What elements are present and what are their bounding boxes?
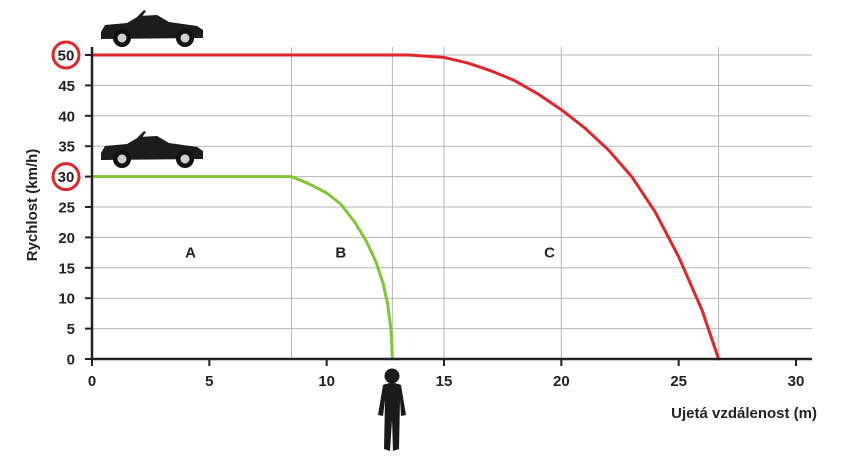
y-tick-label: 50 (58, 48, 75, 65)
zone-label-b: B (335, 245, 346, 262)
zone-label-a: A (185, 245, 196, 262)
vertical-gridlines (290, 47, 720, 359)
series-line-1 (90, 175, 394, 361)
y-tick-label: 20 (58, 230, 75, 247)
convertible-car-icon (101, 10, 203, 47)
y-tick-label: 30 (58, 169, 75, 186)
x-axis-title: Ujetá vzdálenost (m) (671, 405, 817, 422)
speed-limit-ring (51, 162, 81, 192)
x-tick-label: 10 (318, 373, 335, 390)
x-tick-label: 20 (553, 373, 570, 390)
x-tick-label: 5 (205, 373, 213, 390)
speed-limit-ring (51, 40, 81, 70)
y-tick-label: 15 (58, 260, 75, 277)
x-tick-label: 25 (670, 373, 687, 390)
pedestrian-icon (378, 368, 406, 451)
y-tick-label: 25 (58, 200, 75, 217)
zone-labels: A B C (185, 245, 555, 262)
y-tick-label: 40 (58, 108, 75, 125)
x-tick-label: 0 (88, 373, 96, 390)
series-line-0 (90, 53, 721, 361)
y-axis-title: Rychlost (km/h) (24, 149, 41, 262)
convertible-car-icon (101, 131, 203, 168)
series-layer (90, 53, 721, 361)
y-tick-label: 35 (58, 139, 75, 156)
ticks: 0 5 10 15 20 25 30 0 5 10 15 20 25 30 35 40 45 50 (51, 40, 805, 390)
x-tick-label: 30 (788, 373, 805, 390)
axes (90, 47, 812, 361)
y-tick-label: 0 (67, 352, 75, 369)
x-tick-label: 15 (436, 373, 453, 390)
zone-label-c: C (544, 245, 555, 262)
y-tick-label: 10 (58, 291, 75, 308)
horizontal-gridlines (92, 54, 812, 330)
y-tick-label: 5 (67, 321, 75, 338)
y-tick-label: 45 (58, 78, 75, 95)
